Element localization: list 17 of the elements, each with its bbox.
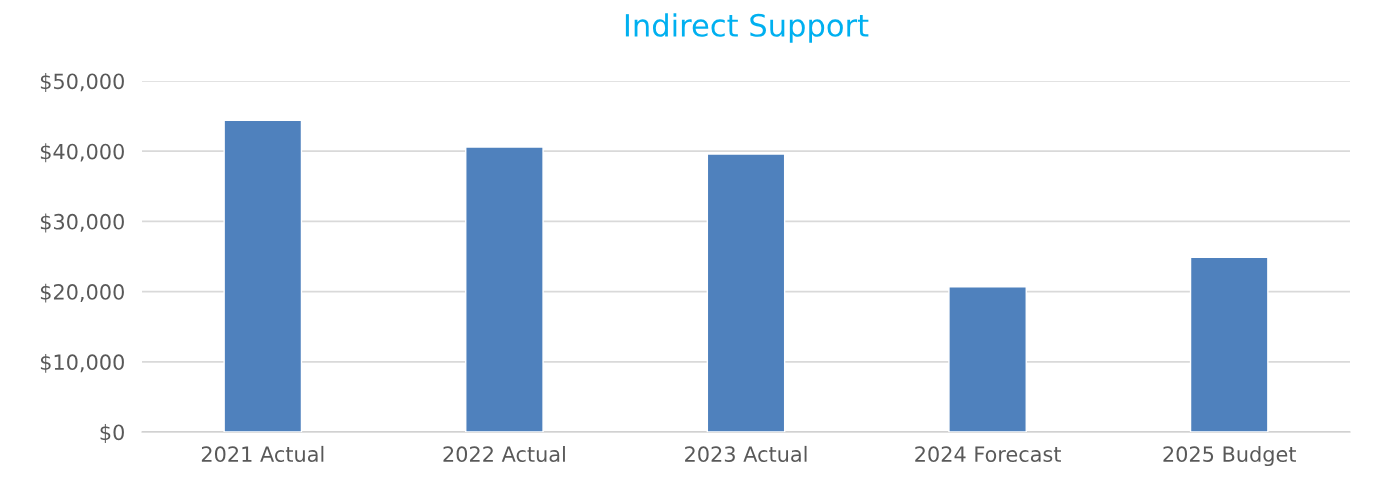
x-tick-label: 2024 Forecast [915,446,1061,463]
y-tick-label: $50,000 [40,73,124,92]
x-tick-label: 2023 Actual [685,445,807,463]
x-tick-label: 2021 Actual [201,445,324,463]
bar [465,146,544,432]
y-tick-label: $0 [100,424,124,443]
y-tick-label: $10,000 [40,353,124,373]
bar [223,119,303,432]
bar [1189,256,1269,432]
bar [706,153,786,432]
y-tick-label: $40,000 [40,143,124,163]
y-tick-label: $20,000 [40,283,124,303]
y-tick-label: $30,000 [40,213,124,233]
x-tick-label: 2025 Budget [1163,445,1296,467]
bar [948,285,1027,432]
chart-title: Indirect Support [625,13,869,43]
x-tick-label: 2022 Actual [443,445,565,463]
